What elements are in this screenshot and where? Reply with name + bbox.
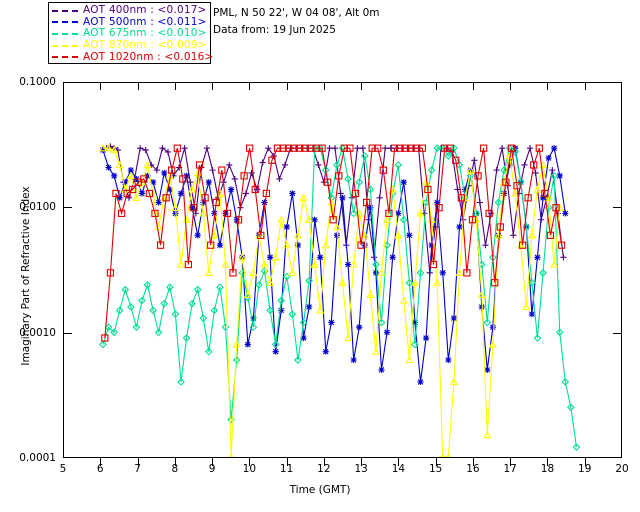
- x-tick-mark-bottom-4: [212, 458, 214, 466]
- legend-item-1: AOT 500nm : <0.011>: [52, 15, 207, 29]
- x-tick-label-15: 20: [615, 463, 629, 475]
- x-tick-mark-top-8: [361, 82, 363, 90]
- legend-label: AOT 675nm : <0.010>: [83, 27, 207, 40]
- legend-label: AOT 870nm : <0.009>: [83, 39, 207, 52]
- plot-area: [63, 82, 622, 458]
- x-tick-mark-bottom-12: [510, 458, 512, 466]
- x-tick-mark-top-1: [100, 82, 102, 90]
- data-date: Data from: 19 Jun 2025: [213, 24, 336, 36]
- legend-line-swatch: [52, 56, 78, 59]
- x-tick-label-10: 15: [428, 463, 443, 475]
- x-tick-mark-top-10: [435, 82, 437, 90]
- legend-label: AOT 400nm : <0.017>: [83, 4, 207, 17]
- x-axis-title: Time (GMT): [289, 484, 351, 496]
- x-tick-label-13: 18: [540, 463, 555, 475]
- x-tick-label-7: 12: [317, 463, 331, 475]
- x-tick-label-1: 6: [96, 463, 104, 475]
- x-tick-label-9: 14: [391, 463, 406, 475]
- x-tick-label-4: 9: [208, 463, 216, 475]
- x-tick-mark-bottom-8: [361, 458, 363, 466]
- series-line: [102, 146, 566, 382]
- series-4: [101, 144, 566, 342]
- x-tick-label-14: 19: [578, 463, 592, 475]
- x-tick-mark-top-4: [212, 82, 214, 90]
- legend-line-swatch: [52, 32, 78, 35]
- y-axis-title: Imaginary Part of Refractive Index: [20, 186, 32, 366]
- x-tick-mark-top-5: [249, 82, 251, 90]
- x-tick-mark-bottom-9: [398, 458, 400, 466]
- legend-item-4: AOT 1020nm : <0.016>: [52, 51, 213, 63]
- x-tick-mark-bottom-3: [174, 458, 176, 466]
- x-tick-mark-top-13: [547, 82, 549, 90]
- legend-line-swatch: [52, 9, 78, 12]
- x-tick-mark-bottom-1: [100, 458, 102, 466]
- y-tick-mark-right-2: [613, 207, 622, 209]
- x-tick-mark-top-11: [472, 82, 474, 90]
- legend-item-2: AOT 675nm : <0.010>: [52, 28, 207, 40]
- x-tick-label-3: 8: [171, 463, 179, 475]
- x-tick-mark-top-7: [323, 82, 325, 90]
- y-tick-mark-left-2: [63, 207, 72, 209]
- x-tick-mark-top-6: [286, 82, 288, 90]
- x-tick-mark-bottom-5: [249, 458, 251, 466]
- x-tick-mark-bottom-13: [547, 458, 549, 466]
- series-line: [104, 147, 563, 339]
- x-tick-mark-top-12: [510, 82, 512, 90]
- x-tick-label-11: 16: [466, 463, 480, 475]
- x-tick-label-6: 11: [279, 463, 294, 475]
- x-tick-label-8: 13: [354, 463, 368, 475]
- x-tick-label-5: 10: [242, 463, 257, 475]
- legend-line-swatch: [52, 21, 78, 24]
- y-tick-mark-right-1: [613, 332, 622, 334]
- x-tick-mark-bottom-2: [137, 458, 139, 466]
- x-tick-mark-bottom-6: [286, 458, 288, 466]
- x-tick-mark-top-2: [137, 82, 139, 90]
- series-3: [98, 143, 564, 457]
- legend-item-0: AOT 400nm : <0.017>: [52, 5, 207, 17]
- x-tick-mark-bottom-14: [584, 458, 586, 466]
- y-tick-label-1: 0.0010: [19, 326, 56, 339]
- x-tick-label-12: 17: [503, 463, 517, 475]
- series-line: [102, 146, 578, 448]
- title-block: PML, N 50 22', W 04 08', Alt 0m Data fro…: [213, 5, 380, 39]
- x-tick-mark-top-9: [398, 82, 400, 90]
- station-title: PML, N 50 22', W 04 08', Alt 0m: [213, 7, 380, 19]
- series-1: [99, 145, 569, 386]
- y-tick-label-0: 0.0001: [19, 452, 56, 464]
- series-canvas: [98, 143, 581, 457]
- series-line: [102, 147, 561, 457]
- x-tick-mark-bottom-11: [472, 458, 474, 466]
- y-tick-mark-left-1: [63, 332, 72, 334]
- x-tick-label-0: 5: [59, 463, 67, 475]
- legend-line-swatch: [52, 44, 78, 47]
- x-tick-mark-top-14: [584, 82, 586, 90]
- legend-label: AOT 500nm : <0.011>: [83, 15, 207, 28]
- x-tick-mark-bottom-10: [435, 458, 437, 466]
- x-tick-mark-bottom-7: [323, 458, 325, 466]
- x-tick-label-2: 7: [134, 463, 141, 475]
- y-tick-label-3: 0.1000: [19, 76, 56, 88]
- legend-label: AOT 1020nm : <0.016>: [83, 50, 214, 63]
- legend: AOT 400nm : <0.017> AOT 500nm : <0.011> AO…: [48, 2, 213, 64]
- legend-item-3: AOT 870nm : <0.009>: [52, 40, 207, 52]
- x-tick-mark-top-3: [174, 82, 176, 90]
- y-tick-label-2: 0.0100: [19, 201, 56, 214]
